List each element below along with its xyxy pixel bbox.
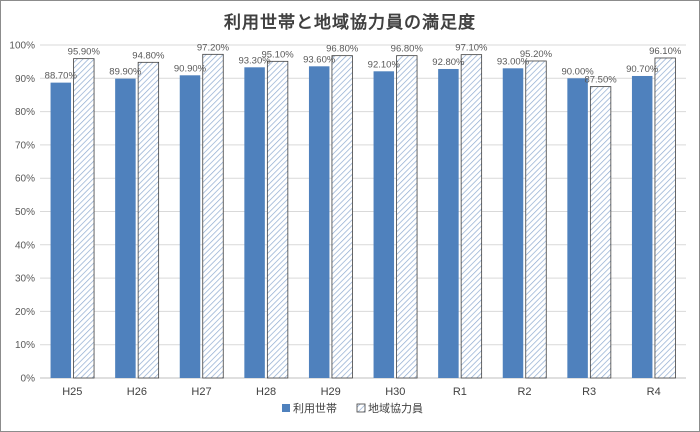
chart-title: 利用世帯と地域協力員の満足度 xyxy=(224,13,476,33)
y-tick-label: 90% xyxy=(15,74,35,85)
bar xyxy=(244,67,265,378)
y-axis: 0% 10% 20% 30% 40% 50% 60% 70% 80% 90% 100% xyxy=(9,41,35,385)
x-tick-label: R4 xyxy=(647,386,661,398)
legend: 利用世帯 地域協力員 xyxy=(282,402,423,415)
x-tick-label: H30 xyxy=(385,386,405,398)
data-labels: 88.70% 95.90% 89.90% 94.80% 90.90% 97.20% 93.3… xyxy=(45,42,682,85)
data-label: 93.30% xyxy=(238,55,271,66)
y-tick-label: 0% xyxy=(21,374,36,385)
y-tick-label: 100% xyxy=(9,41,35,52)
data-label: 95.10% xyxy=(261,49,294,60)
data-label: 93.00% xyxy=(497,56,530,67)
bar xyxy=(502,68,524,378)
x-axis: H25 H26 H27 H28 H29 H30 R1 R2 R3 R4 xyxy=(62,386,661,398)
data-label: 90.90% xyxy=(174,63,207,74)
bar xyxy=(631,75,653,379)
x-tick-label: H29 xyxy=(321,386,341,398)
bar xyxy=(137,61,160,379)
data-label: 90.70% xyxy=(626,64,659,75)
data-label: 96.80% xyxy=(391,44,424,55)
x-tick-label: R3 xyxy=(582,386,596,398)
x-tick-label: H25 xyxy=(62,386,82,398)
bar xyxy=(266,60,289,379)
data-label: 89.90% xyxy=(109,67,142,78)
data-label: 94.80% xyxy=(132,50,165,61)
y-tick-label: 60% xyxy=(15,174,35,185)
bar xyxy=(73,58,95,379)
y-tick-label: 50% xyxy=(15,207,35,218)
y-tick-label: 10% xyxy=(15,340,35,351)
bar xyxy=(115,78,136,379)
y-tick-label: 80% xyxy=(15,107,35,118)
bar xyxy=(396,55,418,379)
bar xyxy=(654,57,676,379)
legend-swatch xyxy=(356,403,366,413)
bar xyxy=(331,55,353,379)
bar xyxy=(50,82,72,378)
bar xyxy=(438,68,459,378)
bar xyxy=(308,66,330,378)
x-tick-label: R2 xyxy=(517,386,531,398)
legend-label: 利用世帯 xyxy=(293,402,337,415)
bars xyxy=(50,53,676,379)
data-label: 92.10% xyxy=(368,59,401,70)
data-label: 96.80% xyxy=(326,44,359,55)
data-label: 90.00% xyxy=(561,66,594,77)
x-tick-label: R1 xyxy=(453,386,467,398)
data-label: 87.50% xyxy=(584,75,617,86)
data-label: 88.70% xyxy=(45,71,78,82)
bar xyxy=(202,53,224,379)
data-label: 92.80% xyxy=(432,57,465,68)
x-tick-label: H27 xyxy=(191,386,211,398)
y-tick-label: 40% xyxy=(15,240,35,251)
x-tick-label: H26 xyxy=(127,386,147,398)
x-tick-label: H28 xyxy=(256,386,276,398)
data-label: 95.20% xyxy=(520,49,553,60)
data-label: 93.60% xyxy=(303,54,336,65)
y-tick-label: 30% xyxy=(15,274,35,285)
bar xyxy=(525,60,547,379)
data-label: 97.10% xyxy=(455,43,488,54)
bar xyxy=(567,78,588,379)
legend-swatch xyxy=(282,404,290,412)
bar xyxy=(589,86,612,379)
gridlines xyxy=(40,44,686,379)
y-tick-label: 70% xyxy=(15,140,35,151)
data-label: 97.20% xyxy=(197,42,230,53)
data-label: 96.10% xyxy=(649,46,682,57)
legend-label: 地域協力員 xyxy=(368,402,423,415)
y-tick-label: 20% xyxy=(15,307,35,318)
bar xyxy=(373,71,395,378)
bar xyxy=(179,75,201,378)
data-label: 95.90% xyxy=(68,47,101,58)
bar xyxy=(460,54,483,379)
